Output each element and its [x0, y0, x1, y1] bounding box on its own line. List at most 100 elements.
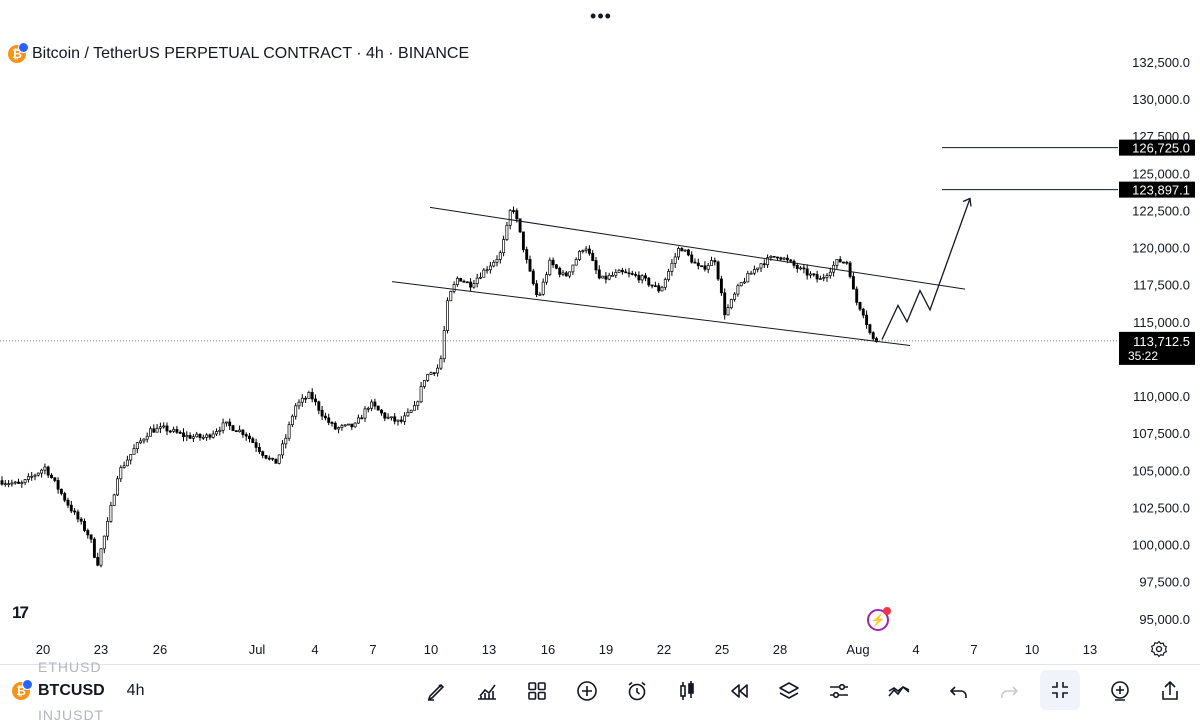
candle-body [79, 518, 83, 522]
candle-body [640, 275, 644, 281]
indicators-icon[interactable] [472, 676, 502, 706]
candle-body [673, 256, 677, 264]
price-chart[interactable]: 132,500.0130,000.0127,500.0125,000.0122,… [0, 0, 1200, 665]
candle-body [752, 269, 756, 274]
y-axis-tick-label: 120,000.0 [1132, 241, 1190, 256]
candle-body [350, 423, 354, 428]
candle-body [479, 276, 482, 279]
candle-body [871, 332, 875, 339]
candle-body [185, 435, 189, 438]
candle-body [347, 423, 350, 426]
share-icon[interactable] [1155, 676, 1185, 706]
candle-body [693, 261, 697, 264]
candle-body [92, 538, 96, 558]
candle-body [825, 275, 829, 278]
candle-body [178, 431, 182, 434]
candle-body [323, 415, 327, 419]
candle-body [465, 281, 469, 284]
y-axis-tick-label: 107,500.0 [1132, 426, 1190, 441]
candle-body [383, 412, 387, 419]
bar-countdown-label: 35:22 [1128, 349, 1158, 363]
add-icon[interactable] [572, 676, 602, 706]
candle-body [700, 265, 704, 268]
candle-body [112, 494, 116, 506]
candle-body [182, 432, 185, 438]
add-alert-icon[interactable] [1105, 676, 1135, 706]
candle-body [389, 416, 393, 419]
y-axis-tick-label: 105,000.0 [1132, 463, 1190, 478]
candle-body [337, 427, 341, 430]
layers-icon[interactable] [774, 676, 804, 706]
candle-body [607, 275, 611, 280]
bottom-toolbar: ETHUSD INJUSDT [0, 659, 1200, 723]
symbol-selector[interactable]: ₿ BTCUSD 4h [12, 679, 145, 700]
strategy-icon[interactable] [884, 676, 914, 706]
candle-body [340, 425, 344, 428]
candle-body [452, 284, 456, 292]
candle-body [234, 430, 238, 433]
alarm-icon[interactable] [622, 676, 652, 706]
event-fire-icon[interactable]: ⚡ [867, 607, 891, 631]
candle-body [211, 433, 215, 438]
more-options-icon[interactable]: ••• [590, 6, 612, 26]
candle-body [670, 262, 674, 272]
x-axis-tick-label: 16 [541, 642, 555, 657]
candle-body [343, 424, 347, 427]
undo-icon[interactable] [944, 676, 974, 706]
redo-icon[interactable] [994, 676, 1024, 706]
chart-settings-gear-icon[interactable] [1149, 639, 1169, 659]
candle-body [663, 279, 667, 288]
grid-icon[interactable] [522, 676, 552, 706]
candle-body [815, 274, 819, 280]
candle-body [703, 265, 707, 270]
collapse-icon[interactable] [1040, 670, 1080, 710]
candle-body [393, 416, 397, 422]
candle-body [554, 264, 558, 269]
candle-body [762, 263, 766, 266]
candle-body [789, 259, 793, 262]
candle-body [482, 269, 486, 278]
candle-body [617, 269, 621, 273]
candle-body [429, 372, 433, 375]
candle-body [30, 475, 34, 478]
candle-body [469, 281, 473, 288]
candle-body [172, 429, 176, 432]
level-price-label-bg [1119, 139, 1195, 156]
candle-body [485, 269, 489, 272]
candle-body [650, 284, 654, 287]
candle-body [515, 210, 519, 220]
candle-body [706, 265, 710, 270]
candles-icon[interactable] [672, 676, 702, 706]
candle-body [861, 308, 865, 316]
replay-icon[interactable] [724, 676, 754, 706]
candle-body [858, 302, 862, 310]
interval-selector[interactable]: 4h [126, 682, 145, 699]
candle-body [86, 530, 90, 536]
candle-body [142, 438, 146, 442]
candle-body [66, 499, 70, 506]
chart-title-text: Bitcoin / TetherUS PERPETUAL CONTRACT · … [32, 45, 470, 62]
settings-sliders-icon[interactable] [824, 676, 854, 706]
candle-body [502, 239, 506, 254]
candle-body [868, 324, 872, 333]
candle-body [587, 248, 591, 254]
candle-body [46, 466, 50, 476]
y-axis-tick-label: 115,000.0 [1133, 315, 1190, 330]
y-axis-tick-label: 125,000.0 [1132, 166, 1190, 181]
candle-body [149, 428, 152, 437]
candle-body [96, 557, 100, 566]
candle-body [462, 280, 466, 283]
candle-body [498, 252, 502, 260]
candle-body [129, 454, 133, 461]
candle-body [205, 434, 209, 438]
candle-body [165, 425, 169, 432]
candle-body [644, 275, 647, 279]
candle-body [657, 285, 661, 292]
candle-body [818, 278, 822, 280]
candle-body [667, 271, 671, 280]
candle-body [723, 292, 727, 316]
candle-body [591, 253, 595, 261]
pencil-icon[interactable] [422, 676, 452, 706]
candle-body [10, 482, 14, 485]
candle-body [785, 257, 789, 261]
